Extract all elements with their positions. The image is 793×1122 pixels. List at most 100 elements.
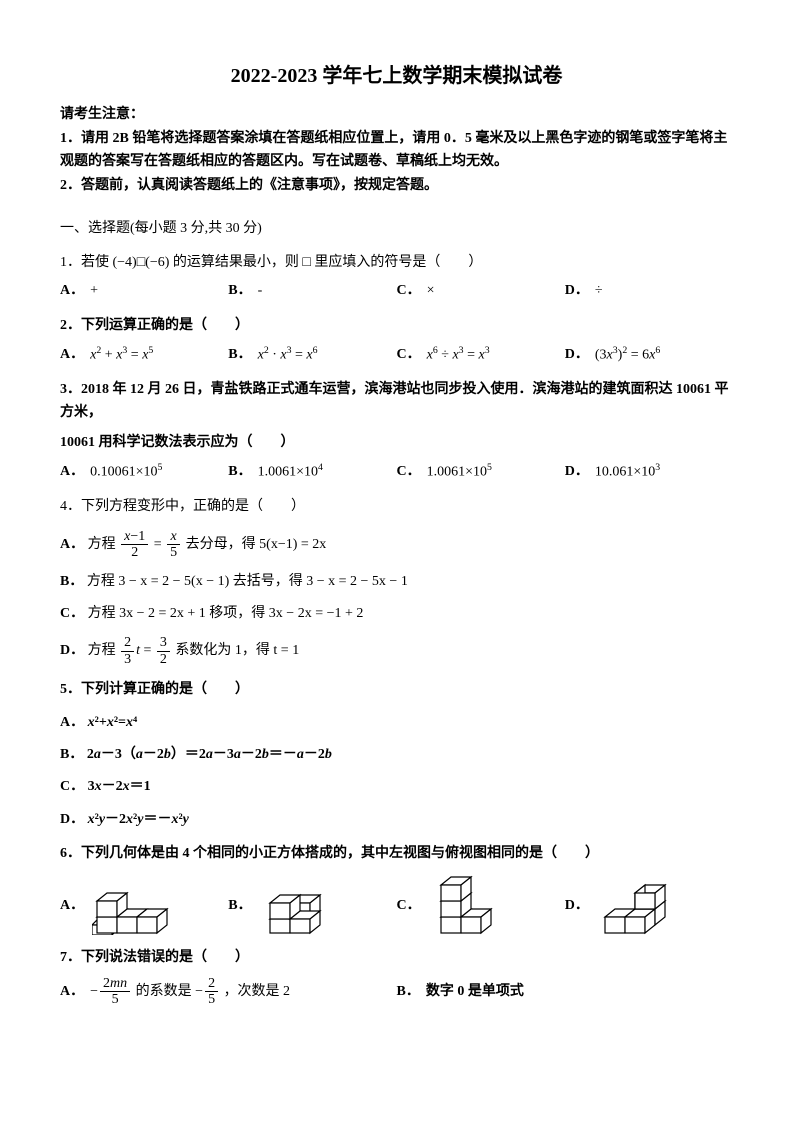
question-4: 4．下列方程变形中，正确的是（ ） [60,496,733,518]
q6-opt-a: A． [60,875,228,935]
opt-text: 1.0061×105 [427,460,492,484]
opt-label: D． [565,461,589,483]
q1-opt-c: C． × [397,280,565,302]
question-3a: 3．2018 年 12 月 26 日，青盐铁路正式通车运营，滨海港站也同步投入使… [60,379,733,424]
q7a-mid: 的系数是 [136,984,192,999]
opt-label: C． [60,606,84,621]
opt-text: × [427,280,435,302]
section-1-head: 一、选择题(每小题 3 分,共 30 分) [60,218,733,240]
q2-opt-d: D． (3x3)2 = 6x6 [565,343,733,367]
fraction: 32 [157,635,170,667]
question-5: 5．下列计算正确的是（ ） [60,679,733,701]
opt-label: C． [397,895,421,917]
opt-label: D． [60,812,84,827]
fraction: 2mn5 [100,976,130,1008]
q3-opt-c: C． 1.0061×105 [397,460,565,484]
opt-text: 3x－2x＝1 [88,779,151,794]
opt-label: B． [228,344,251,366]
opt-label: B． [228,280,251,302]
opt-text: + [90,280,98,302]
opt-label: A． [60,344,84,366]
opt-label: A． [60,715,84,730]
question-1: 1．若使 (−4)□(−6) 的运算结果最小，则 □ 里应填入的符号是（ ） [60,252,733,274]
opt-text: 2a－3（a－2b）＝2a－3a－2b＝－a－2b [87,747,332,762]
opt-text: x6 ÷ x3 = x3 [427,343,490,367]
opt-label: A． [60,537,84,552]
opt-text: 数字 0 是单项式 [426,981,524,1003]
q5-opt-d: D． x²y－2x²y＝－x²y [60,809,733,831]
question-2: 2．下列运算正确的是（ ） [60,315,733,337]
q4-opt-c: C． 方程 3x − 2 = 2x + 1 移项，得 3x − 2x = −1 … [60,603,733,625]
question-3-options: A．0.10061×105 B．1.0061×104 C．1.0061×105 … [60,460,733,484]
q3-opt-a: A．0.10061×105 [60,460,228,484]
opt-label: D． [565,344,589,366]
fraction: x5 [167,529,180,561]
opt-label: C． [397,461,421,483]
q4d-post: 系数化为 1，得 t = 1 [175,643,299,658]
q2-opt-c: C． x6 ÷ x3 = x3 [397,343,565,367]
opt-text: 10.061×103 [595,460,660,484]
opt-label: A． [60,280,84,302]
page-title: 2022-2023 学年七上数学期末模拟试卷 [60,60,733,92]
q3-opt-b: B． 1.0061×104 [228,460,396,484]
opt-label: B． [228,895,251,917]
opt-label: B． [60,574,83,589]
opt-label: D． [565,895,589,917]
opt-label: C． [60,779,84,794]
q2-opt-b: B． x2 · x3 = x6 [228,343,396,367]
question-3b: 10061 用科学记数法表示应为（ ） [60,432,733,454]
question-7-options: A． −2mn5 的系数是 −25 ，次数是 2 B． 数字 0 是单项式 [60,976,733,1008]
opt-label: B． [228,461,251,483]
opt-text: x²+x²=x⁴ [88,715,138,730]
q4-opt-b: B． 方程 3 − x = 2 − 5(x − 1) 去括号，得 3 − x =… [60,571,733,593]
cube-figure-b [260,875,350,935]
question-6-options: A． [60,875,733,935]
opt-text: −2mn5 的系数是 −25 ，次数是 2 [90,976,290,1008]
q2-opt-a: A． x2 + x3 = x5 [60,343,228,367]
opt-text: 方程 3 − x = 2 − 5(x − 1) 去括号，得 3 − x = 2 … [87,574,408,589]
notice-1: 1．请用 2B 铅笔将选择题答案涂填在答题纸相应位置上，请用 0．5 毫米及以上… [60,128,733,173]
opt-text: 1.0061×104 [258,460,323,484]
opt-label: D． [60,643,84,658]
q5-opt-b: B． 2a－3（a－2b）＝2a－3a－2b＝－a－2b [60,744,733,766]
q4a-pre: 方程 [88,537,116,552]
question-2-options: A． x2 + x3 = x5 B． x2 · x3 = x6 C． x6 ÷ x3 … [60,343,733,367]
q1-opt-a: A． + [60,280,228,302]
q6-opt-c: C． [397,875,565,935]
opt-label: A． [60,981,84,1003]
q1-opt-d: D． ÷ [565,280,733,302]
opt-text: (3x3)2 = 6x6 [595,343,660,367]
q3-opt-d: D． 10.061×103 [565,460,733,484]
opt-label: C． [397,280,421,302]
fraction: 23 [121,635,134,667]
opt-label: A． [60,895,84,917]
q4a-post: 去分母，得 5(x−1) = 2x [186,537,327,552]
opt-text: ÷ [595,280,603,302]
opt-text: x2 · x3 = x6 [258,343,318,367]
opt-text: - [258,280,263,302]
question-6: 6．下列几何体是由 4 个相同的小正方体搭成的，其中左视图与俯视图相同的是（ ） [60,843,733,865]
notice-2: 2．答题前，认真阅读答题纸上的《注意事项》，按规定答题。 [60,175,733,197]
opt-label: D． [565,280,589,302]
q5-opt-c: C． 3x－2x＝1 [60,776,733,798]
cube-figure-c [429,875,519,935]
question-7: 7．下列说法错误的是（ ） [60,947,733,969]
fraction: 25 [205,976,218,1008]
q1-opt-b: B．- [228,280,396,302]
q7a-post: ，次数是 2 [224,984,291,999]
fraction: x−12 [121,529,148,561]
q5-opt-a: A． x²+x²=x⁴ [60,712,733,734]
q4-opt-a: A． 方程 x−12 = x5 去分母，得 5(x−1) = 2x [60,529,733,561]
q6-opt-b: B． [228,875,396,935]
q4d-pre: 方程 [88,643,116,658]
cube-figure-d [597,875,687,935]
opt-label: C． [397,344,421,366]
opt-label: B． [60,747,83,762]
opt-text: 0.10061×105 [90,460,162,484]
q7-opt-b: B． 数字 0 是单项式 [397,976,734,1008]
question-1-options: A． + B．- C． × D． ÷ [60,280,733,302]
opt-text: 方程 3x − 2 = 2x + 1 移项，得 3x − 2x = −1 + 2 [88,606,364,621]
q4-opt-d: D． 方程 23t = 32 系数化为 1，得 t = 1 [60,635,733,667]
opt-label: B． [397,981,420,1003]
opt-text: x2 + x3 = x5 [90,343,153,367]
